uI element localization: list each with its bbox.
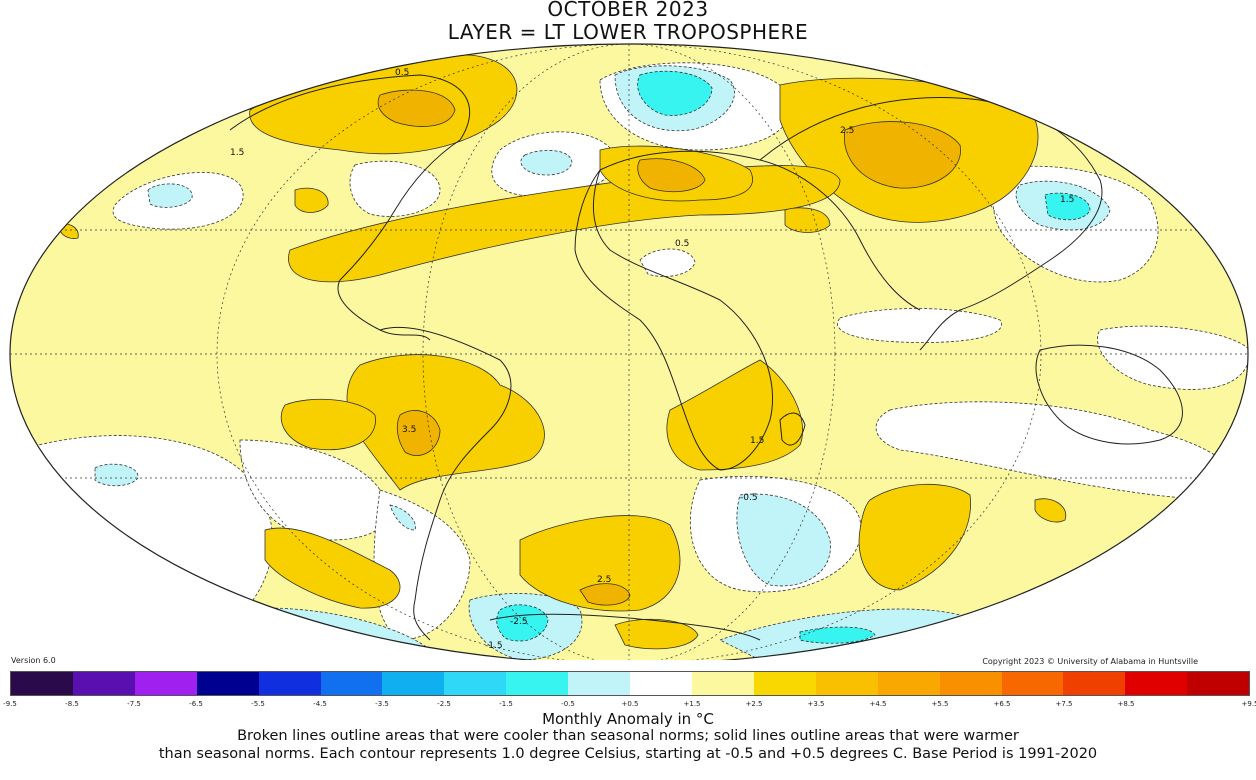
cold-region — [1044, 192, 1091, 221]
color-scale-segment — [753, 672, 816, 695]
white-region — [239, 439, 389, 541]
white-region — [1097, 325, 1248, 390]
warm-region — [519, 515, 681, 612]
contour-label: 1.5 — [1060, 195, 1074, 205]
contour-label: 0.5 — [395, 68, 409, 78]
white-region — [373, 489, 471, 641]
color-scale-segment — [568, 672, 631, 695]
color-scale-segment — [506, 672, 569, 695]
color-scale-tick: -4.5 — [313, 700, 327, 708]
cold-region — [496, 604, 549, 642]
color-scale-tick: +6.5 — [993, 700, 1011, 708]
hot-region — [579, 583, 631, 606]
color-scale-tick: +9.5 — [1241, 700, 1256, 708]
color-scale-tick: +0.5 — [621, 700, 639, 708]
color-scale-segment — [1063, 672, 1126, 695]
color-scale-tick: -2.5 — [437, 700, 451, 708]
color-scale-segment — [691, 672, 754, 695]
legend-note-line-2: than seasonal norms. Each contour repres… — [158, 746, 1098, 762]
cool-region — [147, 183, 193, 208]
color-scale-segment — [444, 672, 507, 695]
color-scale-tick: -6.5 — [189, 700, 203, 708]
cool-region — [520, 150, 573, 176]
hot-region — [396, 410, 441, 456]
coastlines — [229, 74, 1183, 641]
white-region — [349, 160, 441, 217]
hot-region — [637, 158, 706, 193]
contour-label: 1.5 — [230, 148, 244, 158]
color-scale-segment — [1125, 672, 1188, 695]
contour-label: 3.5 — [402, 425, 416, 435]
color-scale-tick: +5.5 — [931, 700, 949, 708]
color-scale-tick: -1.5 — [499, 700, 513, 708]
warm-region — [264, 527, 401, 609]
hot-region — [377, 89, 456, 127]
color-scale-segment — [320, 672, 383, 695]
contour-label: 1.5 — [750, 436, 764, 446]
warm-region — [784, 207, 831, 233]
color-scale-segment — [258, 672, 321, 695]
contour-label: 0.5 — [675, 239, 689, 249]
color-scale-tick: +1.5 — [683, 700, 701, 708]
warm-region — [858, 483, 972, 591]
color-scale-tick: -3.5 — [375, 700, 389, 708]
color-scale-tick: +4.5 — [869, 700, 887, 708]
warm-region — [294, 187, 329, 213]
copyright-label: Copyright 2023 © University of Alabama i… — [982, 657, 1198, 666]
color-scale-segment — [1001, 672, 1064, 695]
color-scale-ticks: -9.5 -8.5 -7.5 -6.5 -5.5 -4.5 -3.5 -2.5 -1.5 -0.5… — [0, 700, 1256, 712]
version-label: Version 6.0 — [11, 656, 56, 665]
contour-label: -0.5 — [740, 493, 758, 503]
warm-region — [59, 223, 79, 239]
color-scale-tick: -5.5 — [251, 700, 265, 708]
warm-region — [280, 398, 376, 451]
color-scale-tick: -9.5 — [3, 700, 17, 708]
white-region — [875, 401, 1238, 501]
warm-region — [1034, 498, 1067, 523]
color-scale-tick: +3.5 — [807, 700, 825, 708]
color-scale-segment — [630, 672, 692, 695]
color-scale-segment — [939, 672, 1002, 695]
contour-label: 2.5 — [597, 575, 611, 585]
color-scale-tick: -0.5 — [561, 700, 575, 708]
cold-region — [799, 626, 876, 644]
color-scale-segment — [877, 672, 940, 695]
map-subtitle: LAYER = LT LOWER TROPOSPHERE — [447, 20, 809, 44]
legend-note-line-1: Broken lines outline areas that were coo… — [237, 728, 1019, 744]
warm-region — [666, 359, 803, 471]
cool-region — [389, 504, 416, 531]
cool-region — [736, 493, 831, 587]
color-scale-tick: -8.5 — [65, 700, 79, 708]
color-scale-tick: +2.5 — [745, 700, 763, 708]
color-scale-segment — [134, 672, 197, 695]
color-scale-segment — [815, 672, 878, 695]
color-scale-tick: +7.5 — [1055, 700, 1073, 708]
color-scale-tick: +8.5 — [1117, 700, 1135, 708]
color-scale-bar — [10, 671, 1250, 696]
cold-region — [637, 70, 713, 116]
color-scale-segment — [382, 672, 445, 695]
cool-region — [94, 463, 139, 487]
contour-label: -1.5 — [485, 641, 503, 651]
white-region — [837, 308, 1002, 343]
map-title: OCTOBER 2023 — [547, 0, 709, 21]
color-scale-segment — [1187, 672, 1250, 695]
anomaly-map: 0.5 1.5 2.5 3.5 -0.5 1.5 0.5 2.5 1.5 -1.… — [9, 43, 1249, 660]
globe-outline — [9, 43, 1249, 660]
color-scale-segment — [196, 672, 259, 695]
graticule — [10, 44, 1248, 660]
hot-region — [843, 121, 961, 189]
contour-label: -2.5 — [510, 617, 528, 627]
color-scale-segment — [11, 672, 73, 695]
color-scale-segment — [72, 672, 135, 695]
color-scale-tick: -7.5 — [127, 700, 141, 708]
white-region — [10, 435, 274, 645]
color-scale-label: Monthly Anomaly in °C — [542, 710, 714, 728]
contour-label: 2.5 — [840, 126, 854, 136]
white-region — [639, 248, 696, 277]
